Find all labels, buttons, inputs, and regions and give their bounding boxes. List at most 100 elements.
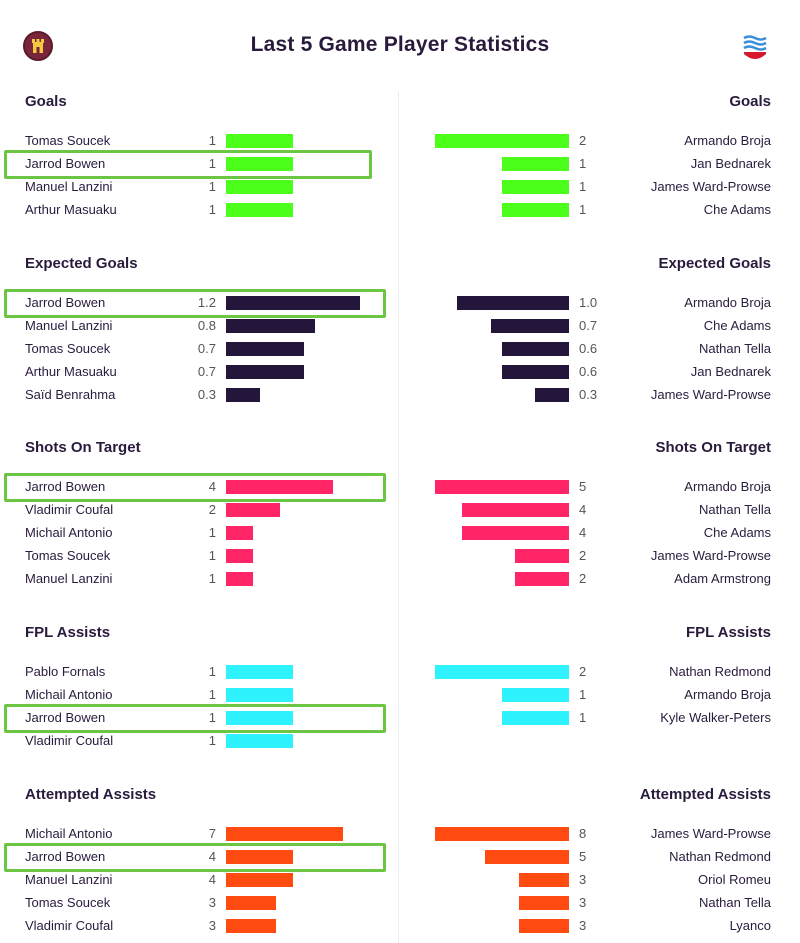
player-stat-row: Saïd Benrahma 0.3 — [0, 385, 400, 405]
player-stat-row: Armando Broja 1 — [400, 685, 800, 705]
player-name[interactable]: James Ward-Prowse — [650, 179, 771, 194]
stat-value: 1 — [579, 687, 587, 702]
player-stat-row: Vladimir Coufal 1 — [0, 731, 400, 751]
player-name[interactable]: Tomas Soucek — [25, 133, 111, 148]
player-name[interactable]: Che Adams — [703, 318, 771, 333]
stat-bar — [435, 665, 569, 679]
player-name[interactable]: Oriol Romeu — [698, 872, 771, 887]
stat-bar — [226, 157, 293, 171]
player-name[interactable]: Vladimir Coufal — [25, 733, 114, 748]
player-stat-row: Michail Antonio 7 — [0, 824, 400, 844]
stat-bar — [435, 480, 569, 494]
stat-value: 2 — [579, 571, 587, 586]
player-name[interactable]: Manuel Lanzini — [25, 571, 113, 586]
stat-bar — [226, 388, 260, 402]
player-name[interactable]: Jarrod Bowen — [25, 295, 106, 310]
stat-value: 1 — [208, 548, 216, 563]
player-name[interactable]: Arthur Masuaku — [25, 202, 117, 217]
player-name[interactable]: Jarrod Bowen — [25, 849, 106, 864]
player-name[interactable]: Michail Antonio — [25, 687, 113, 702]
player-name[interactable]: James Ward-Prowse — [650, 826, 771, 841]
player-name[interactable]: Vladimir Coufal — [25, 918, 114, 933]
player-name[interactable]: Tomas Soucek — [25, 895, 111, 910]
stat-value: 1 — [208, 710, 216, 725]
player-name[interactable]: Che Adams — [703, 202, 771, 217]
player-name[interactable]: Pablo Fornals — [25, 664, 106, 679]
stat-bar — [226, 873, 293, 887]
stat-value: 1.2 — [197, 295, 216, 310]
stat-bar — [226, 365, 304, 379]
stat-value: 0.6 — [579, 364, 598, 379]
player-stat-row: James Ward-Prowse 2 — [400, 546, 800, 566]
player-name[interactable]: Jarrod Bowen — [25, 156, 106, 171]
player-name[interactable]: Manuel Lanzini — [25, 872, 113, 887]
player-name[interactable]: Armando Broja — [684, 295, 771, 310]
stat-value: 7 — [208, 826, 216, 841]
player-name[interactable]: Arthur Masuaku — [25, 364, 117, 379]
stat-bar — [226, 342, 304, 356]
player-name[interactable]: Manuel Lanzini — [25, 318, 113, 333]
stat-bar — [519, 896, 569, 910]
section-title: Shots On Target — [655, 439, 771, 456]
stat-bar — [491, 319, 569, 333]
player-stat-row: Che Adams 4 — [400, 523, 800, 543]
stat-value: 4 — [579, 525, 587, 540]
stat-value: 2 — [579, 548, 587, 563]
stat-value: 1 — [579, 202, 587, 217]
player-name[interactable]: Jarrod Bowen — [25, 479, 106, 494]
player-stat-row: Jan Bednarek 1 — [400, 154, 800, 174]
stat-value: 1 — [208, 133, 216, 148]
player-name[interactable]: Nathan Redmond — [669, 664, 771, 679]
player-stat-row: Jan Bednarek 0.6 — [400, 362, 800, 382]
player-name[interactable]: Jan Bednarek — [690, 364, 771, 379]
player-name[interactable]: Saïd Benrahma — [25, 387, 116, 402]
player-name[interactable]: Michail Antonio — [25, 826, 113, 841]
player-name[interactable]: Michail Antonio — [25, 525, 113, 540]
player-name[interactable]: Manuel Lanzini — [25, 179, 113, 194]
stat-value: 4 — [208, 872, 216, 887]
section-title: FPL Assists — [685, 624, 771, 641]
player-stat-row: Che Adams 0.7 — [400, 316, 800, 336]
stat-value: 4 — [208, 849, 216, 864]
stat-value: 8 — [579, 826, 587, 841]
player-name[interactable]: Vladimir Coufal — [25, 502, 114, 517]
stat-bar — [502, 180, 569, 194]
section-title: Attempted Assists — [25, 786, 157, 803]
player-stat-row: Manuel Lanzini 1 — [0, 177, 400, 197]
stat-bar — [435, 827, 569, 841]
player-name[interactable]: Jarrod Bowen — [25, 710, 106, 725]
stat-value: 1 — [579, 179, 587, 194]
player-name[interactable]: James Ward-Prowse — [650, 548, 771, 563]
player-stat-row: Nathan Tella 3 — [400, 893, 800, 913]
player-name[interactable]: Nathan Tella — [698, 341, 771, 356]
player-name[interactable]: Che Adams — [703, 525, 771, 540]
player-name[interactable]: Lyanco — [729, 918, 771, 933]
player-name[interactable]: James Ward-Prowse — [650, 387, 771, 402]
stat-bar — [515, 572, 569, 586]
player-name[interactable]: Tomas Soucek — [25, 341, 111, 356]
player-name[interactable]: Armando Broja — [684, 479, 771, 494]
player-name[interactable]: Tomas Soucek — [25, 548, 111, 563]
stat-value: 4 — [208, 479, 216, 494]
stat-bar — [226, 134, 293, 148]
stat-value: 5 — [579, 479, 587, 494]
section-title: Expected Goals — [658, 255, 771, 272]
player-stat-row: Che Adams 1 — [400, 200, 800, 220]
player-name[interactable]: Jan Bednarek — [690, 156, 771, 171]
section-title: Goals — [729, 93, 771, 110]
stat-bar — [226, 850, 293, 864]
player-name[interactable]: Adam Armstrong — [674, 571, 771, 586]
player-stat-row: Vladimir Coufal 2 — [0, 500, 400, 520]
player-name[interactable]: Kyle Walker-Peters — [660, 710, 771, 725]
player-name[interactable]: Armando Broja — [684, 133, 771, 148]
player-stat-row: Armando Broja 2 — [400, 131, 800, 151]
player-stat-row: Arthur Masuaku 1 — [0, 200, 400, 220]
player-name[interactable]: Nathan Tella — [698, 502, 771, 517]
player-name[interactable]: Nathan Redmond — [669, 849, 771, 864]
player-name[interactable]: Nathan Tella — [698, 895, 771, 910]
stat-bar — [435, 134, 569, 148]
player-name[interactable]: Armando Broja — [684, 687, 771, 702]
stat-bar — [502, 688, 569, 702]
section-title: Attempted Assists — [639, 786, 771, 803]
stat-bar — [226, 296, 360, 310]
